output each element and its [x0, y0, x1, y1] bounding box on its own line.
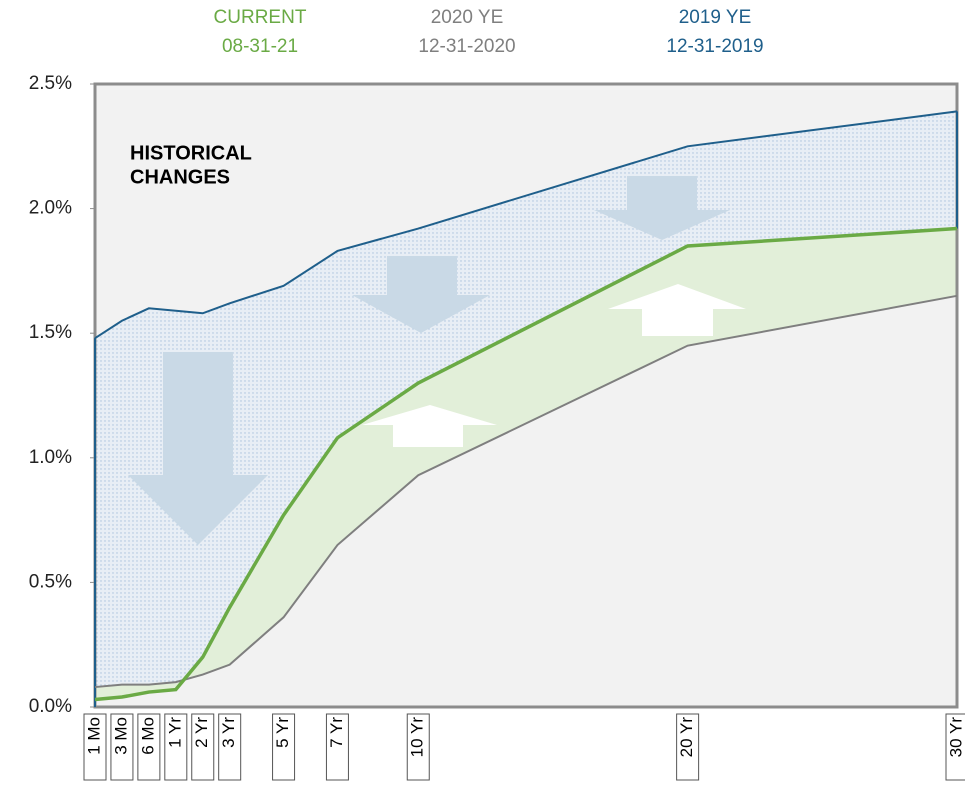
x-label-box [137, 713, 161, 781]
series-line [94, 294, 958, 689]
legend-date: 08-31-21 [222, 36, 298, 57]
legend-name: 2019 YE [679, 7, 752, 28]
x-tick-label: 1 Yr [165, 717, 184, 748]
y-tick-label: 1.0% [29, 447, 72, 468]
annotation: HISTORICAL [130, 142, 252, 164]
x-label-box [218, 713, 242, 781]
x-label-box [191, 713, 215, 781]
x-tick-label: 7 Yr [327, 717, 346, 748]
x-tick-label: 10 Yr [408, 717, 427, 758]
x-label-box [83, 713, 107, 781]
x-label-box [325, 713, 349, 781]
x-label-box [406, 713, 430, 781]
y-tick-label: 1.5% [29, 322, 72, 343]
x-tick-label: 3 Mo [111, 717, 130, 755]
x-label-box [272, 713, 296, 781]
x-tick-label: 1 Mo [84, 717, 103, 755]
x-label-box [110, 713, 134, 781]
legend-date: 12-31-2020 [418, 36, 515, 57]
x-tick-label: 3 Yr [219, 717, 238, 748]
x-label-box [945, 713, 965, 781]
legend-name: 2020 YE [431, 7, 504, 28]
y-tick-label: 0.5% [29, 571, 72, 592]
annotation: CHANGES [130, 166, 230, 188]
series-line [94, 110, 958, 340]
x-tick-label: 5 Yr [273, 717, 292, 748]
area-change [95, 228, 957, 700]
y-tick-label: 2.0% [29, 198, 72, 219]
x-tick-label: 30 Yr [946, 717, 965, 758]
x-tick-label: 20 Yr [677, 717, 696, 758]
x-tick-label: 6 Mo [138, 717, 157, 755]
legend-date: 12-31-2019 [666, 36, 763, 57]
arrows [128, 176, 746, 545]
y-tick-label: 2.5% [29, 73, 72, 94]
x-tick-label: 2 Yr [192, 717, 211, 748]
legend-name: CURRENT [214, 7, 307, 28]
x-label-box [164, 713, 188, 781]
x-label-box [676, 713, 700, 781]
y-tick-label: 0.0% [29, 696, 72, 717]
series-line [94, 226, 958, 702]
